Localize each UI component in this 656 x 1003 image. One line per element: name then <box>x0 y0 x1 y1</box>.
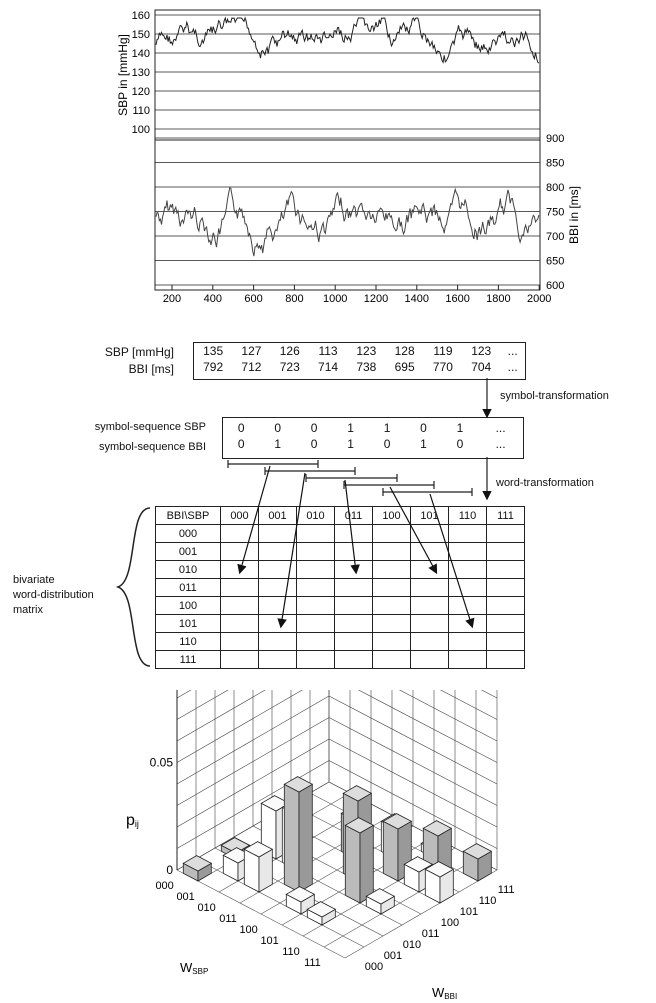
x-tick-label: 800 <box>285 293 303 305</box>
bbi-trace <box>156 188 539 256</box>
sbp-tick-label: 130 <box>132 67 150 79</box>
transformation-arrows <box>0 330 656 675</box>
sbp-tick-label: 120 <box>132 86 150 98</box>
bbi-tick-label: 600 <box>546 280 564 292</box>
y-tick-word: 111 <box>498 884 515 896</box>
y-tick-word: 101 <box>460 906 478 918</box>
x-axis-label: WSBP <box>180 960 208 976</box>
x-tick-label: 1000 <box>323 293 347 305</box>
x-tick-label: 1600 <box>445 293 469 305</box>
word-arrow-2 <box>281 473 305 626</box>
z-axis-label: pij <box>126 812 139 829</box>
word-arrow-1 <box>240 466 270 572</box>
signal-plots: 160 150 140 130 120 110 100 900 850 800 750 700 650… <box>0 0 656 305</box>
histogram-bar <box>383 821 398 881</box>
histogram-bar-side <box>360 825 373 903</box>
x-tick-label: 1800 <box>486 293 510 305</box>
histogram-bar <box>345 825 360 903</box>
y-tick-word: 001 <box>384 950 402 962</box>
sbp-tick-label: 160 <box>132 10 150 22</box>
x-tick-word: 100 <box>239 924 257 936</box>
bbi-tick-label: 850 <box>546 158 564 170</box>
bbi-tick-label: 700 <box>546 231 564 243</box>
sbp-tick-label: 110 <box>132 105 150 117</box>
bbi-tick-label: 900 <box>546 133 564 145</box>
bbi-tick-label: 650 <box>546 256 564 268</box>
x-tick-label: 400 <box>204 293 222 305</box>
sbp-tick-label: 100 <box>132 124 150 136</box>
x-tick-word: 101 <box>260 935 278 947</box>
x-tick-label: 1400 <box>405 293 429 305</box>
sbp-trace <box>156 18 539 63</box>
y-axis-label: WBBI <box>432 985 457 1001</box>
y-tick-word: 011 <box>422 928 440 940</box>
x-tick-label: 600 <box>244 293 262 305</box>
x-tick-word: 111 <box>304 957 321 969</box>
x-tick-word: 011 <box>219 913 237 925</box>
word-arrow-5 <box>430 494 472 626</box>
bbi-axis-label: BBI in [ms] <box>567 186 581 244</box>
x-tick-label: 2000 <box>527 293 551 305</box>
sbp-tick-label: 150 <box>132 29 150 41</box>
x-tick-word: 000 <box>155 880 173 892</box>
x-tick-word: 001 <box>176 891 194 903</box>
word-arrow-4 <box>390 487 436 572</box>
histogram-bar-side <box>299 784 312 892</box>
histogram-bar <box>284 784 299 892</box>
y-tick-word: 100 <box>441 917 459 929</box>
bbi-tick-label: 750 <box>546 207 564 219</box>
sbp-tick-label: 140 <box>132 48 150 60</box>
y-tick-word: 000 <box>365 961 383 973</box>
histogram-bars <box>183 777 491 925</box>
word-distribution-histogram: 0.10.05000000101001110010111011100000101… <box>0 690 656 1003</box>
y-tick-word: 110 <box>479 895 497 907</box>
sbp-axis-label: SBP in [mmHg] <box>116 34 130 116</box>
x-tick-word: 110 <box>282 946 300 958</box>
bbi-tick-label: 800 <box>546 182 564 194</box>
x-tick-label: 200 <box>163 293 181 305</box>
z-tick-label: 0.05 <box>150 756 174 770</box>
z-tick-label: 0 <box>166 863 173 877</box>
matrix-brace <box>118 508 150 666</box>
y-tick-word: 010 <box>403 939 421 951</box>
x-tick-word: 010 <box>197 902 215 914</box>
word-arrow-3 <box>345 480 356 572</box>
word-brackets <box>228 460 472 496</box>
x-tick-label: 1200 <box>364 293 388 305</box>
